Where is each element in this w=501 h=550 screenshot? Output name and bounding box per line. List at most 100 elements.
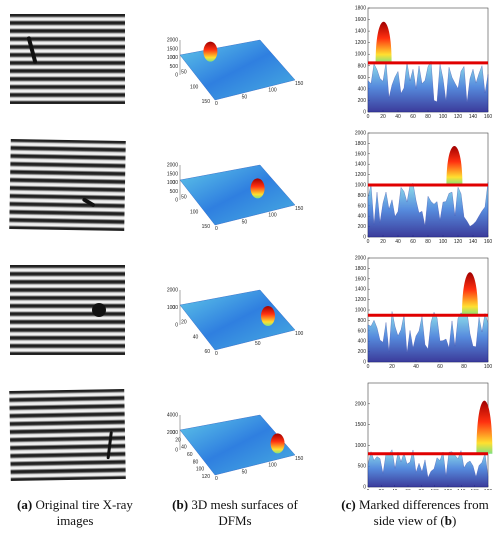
xray-image [10,265,125,355]
x-tick-label: 20 [389,364,395,370]
x-tick-label: 160 [470,489,479,490]
difference-peak [476,400,493,454]
z-tick-label: 4000 [167,413,178,419]
y-tick-label: 1000 [355,443,366,449]
y-tick-label: 1800 [355,141,366,147]
y-tick-label: 400 [358,339,367,345]
x-tick-label: 60 [405,489,411,490]
y-tick-label: 800 [358,318,367,324]
z-tick-label: 1500 [167,171,178,177]
z-tick-label: 0 [175,323,178,329]
y-tick-label: 20 [175,437,181,443]
y-tick-label: 1200 [355,40,366,46]
z-tick-label: 500 [170,64,179,70]
y-tick-label: 200 [358,98,367,104]
z-tick-label: 0 [175,448,178,454]
x-tick-label: 80 [461,364,467,370]
mesh-peak [203,41,218,62]
y-tick-label: 400 [358,214,367,220]
x-tick-label: 120 [454,239,463,245]
y-tick-label: 0 [172,55,175,61]
y-tick-label: 800 [358,63,367,69]
x-tick-label: 150 [295,456,304,462]
difference-peak [462,272,478,316]
difference-peak [375,21,392,63]
y-tick-label: 200 [358,224,367,230]
x-tick-label: 150 [295,206,304,212]
y-tick-label: 1000 [355,183,366,189]
y-tick-label: 40 [181,445,187,451]
y-tick-label: 150 [202,99,211,105]
x-tick-label: 160 [484,239,493,245]
y-tick-label: 0 [172,430,175,436]
z-tick-label: 2000 [167,163,178,169]
y-tick-label: 2000 [355,131,366,137]
x-tick-label: 20 [380,239,386,245]
y-tick-label: 500 [358,464,367,470]
y-tick-label: 100 [190,84,199,90]
mesh-surface [179,164,296,226]
y-tick-label: 600 [358,328,367,334]
y-tick-label: 50 [181,195,187,201]
y-tick-label: 400 [358,86,367,92]
y-tick-label: 1000 [355,308,366,314]
difference-peak [446,146,463,185]
x-tick-label: 50 [242,219,248,225]
x-tick-label: 0 [367,114,370,120]
z-tick-label: 2000 [167,430,178,436]
y-tick-label: 1800 [355,6,366,12]
xray-image [10,14,125,104]
y-tick-label: 1600 [355,17,366,23]
y-tick-label: 600 [358,75,367,81]
y-tick-label: 2000 [355,401,366,407]
x-tick-label: 0 [215,476,218,482]
y-tick-label: 1600 [355,151,366,157]
mesh-peak [270,433,285,454]
x-tick-label: 50 [255,341,261,347]
x-tick-label: 50 [242,94,248,100]
x-tick-label: 0 [367,239,370,245]
y-tick-label: 1800 [355,266,366,272]
side-surface [367,182,489,238]
x-tick-label: 100 [439,114,448,120]
x-tick-label: 60 [437,364,443,370]
y-tick-label: 600 [358,203,367,209]
y-tick-label: 0 [172,305,175,311]
z-tick-label: 1500 [167,46,178,52]
x-tick-label: 0 [215,101,218,107]
mesh-peak [261,306,275,326]
x-tick-label: 40 [392,489,398,490]
x-tick-label: 50 [242,469,248,475]
y-tick-label: 1400 [355,29,366,35]
y-tick-label: 1400 [355,162,366,168]
x-tick-label: 100 [268,213,277,219]
z-tick-label: 2000 [167,38,178,44]
x-tick-label: 120 [444,489,453,490]
x-tick-label: 0 [215,226,218,232]
y-tick-label: 1600 [355,276,366,282]
mesh-surface [179,39,296,101]
z-tick-label: 500 [170,189,179,195]
x-tick-label: 0 [367,489,370,490]
caption: (c) Marked differences from side view of… [341,497,489,528]
y-tick-label: 1200 [355,297,366,303]
y-tick-label: 150 [202,224,211,230]
x-tick-label: 100 [268,88,277,94]
z-tick-label: 2000 [167,288,178,294]
side-surface [367,311,489,363]
x-tick-label: 100 [484,364,493,370]
z-tick-label: 0 [175,73,178,79]
y-tick-label: 60 [187,452,193,458]
y-tick-label: 0 [363,485,366,491]
x-tick-label: 80 [419,489,425,490]
x-tick-label: 100 [268,463,277,469]
y-tick-label: 100 [196,467,205,473]
x-tick-label: 140 [469,239,478,245]
y-tick-label: 0 [363,235,366,241]
x-tick-label: 160 [484,114,493,120]
y-tick-label: 1400 [355,287,366,293]
z-tick-label: 1000 [167,305,178,311]
x-tick-label: 100 [439,239,448,245]
x-tick-label: 60 [410,114,416,120]
